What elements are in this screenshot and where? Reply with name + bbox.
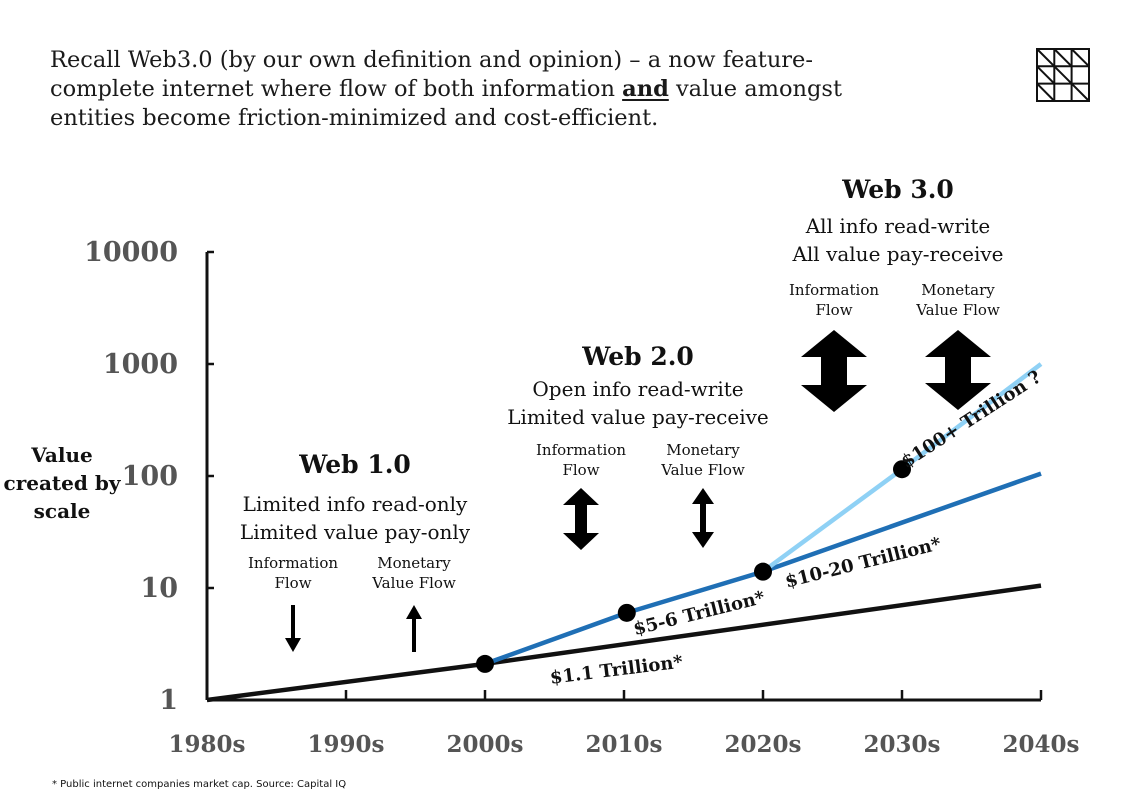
data-label: $10-20 Trillion* [783, 533, 944, 592]
x-tick-label: 2000s [447, 731, 524, 758]
flow-label: Value Flow [371, 574, 456, 592]
data-label: $1.1 Trillion* [549, 652, 685, 689]
flow-arrow-icon [692, 488, 714, 548]
flow-arrow-icon [285, 605, 301, 652]
era-title: Web 1.0 [298, 450, 411, 479]
y-axis-title: scale [34, 499, 91, 523]
footnote: * Public internet companies market cap. … [52, 779, 347, 790]
era-title: Web 3.0 [841, 175, 954, 204]
flow-label: Flow [815, 301, 852, 319]
x-tick-label: 2040s [1003, 731, 1080, 758]
grid-logo-icon [1036, 48, 1090, 102]
era-description: Open info read-write [532, 377, 743, 401]
era-title: Web 2.0 [581, 342, 694, 371]
x-tick-label: 2030s [864, 731, 941, 758]
y-tick-label: 10 [140, 573, 178, 604]
headline: Recall Web3.0 (by our own definition and… [50, 46, 910, 133]
x-tick-label: 2020s [725, 731, 802, 758]
flow-label: Monetary [666, 441, 740, 459]
flow-label: Information [536, 441, 626, 459]
flow-arrow-icon [406, 605, 422, 652]
y-tick-label: 1000 [103, 349, 178, 380]
series-line-web2 [484, 471, 1042, 667]
flow-label: Value Flow [660, 461, 745, 479]
series-line-web1 [206, 583, 1042, 703]
y-axis-title: Value [30, 443, 93, 467]
headline-part1: Recall Web3.0 (by our own definition and… [50, 47, 813, 102]
data-point-marker [893, 460, 911, 479]
era-description: Limited value pay-only [240, 520, 471, 544]
y-tick-label: 1 [159, 685, 178, 716]
era-description: All info read-write [805, 214, 991, 238]
flow-arrow-icon [563, 488, 599, 550]
flow-arrow-icon [801, 330, 867, 412]
flow-label: Information [248, 554, 338, 572]
flow-label: Flow [274, 574, 311, 592]
flow-label: Information [789, 281, 879, 299]
flow-label: Value Flow [915, 301, 1000, 319]
x-tick-label: 1980s [169, 731, 246, 758]
flow-label: Monetary [921, 281, 995, 299]
flow-arrow-icon [925, 330, 991, 410]
x-tick-label: 2010s [586, 731, 663, 758]
y-axis-title: created by [4, 471, 122, 495]
headline-emphasis: and [622, 76, 669, 102]
y-tick-label: 100 [122, 461, 178, 492]
flow-label: Flow [562, 461, 599, 479]
headline-part2: value amongst entities become friction-m… [50, 76, 843, 131]
data-point-marker [476, 654, 494, 673]
x-tick-label: 1990s [308, 731, 385, 758]
era-description: Limited value pay-receive [507, 405, 769, 429]
era-description: All value pay-receive [791, 242, 1003, 266]
y-tick-label: 10000 [84, 237, 178, 268]
era-description: Limited info read-only [243, 492, 468, 516]
data-point-marker [754, 562, 772, 581]
data-point-marker [617, 603, 636, 622]
flow-label: Monetary [377, 554, 451, 572]
data-label: $100+ Trillion ? [898, 367, 1046, 473]
